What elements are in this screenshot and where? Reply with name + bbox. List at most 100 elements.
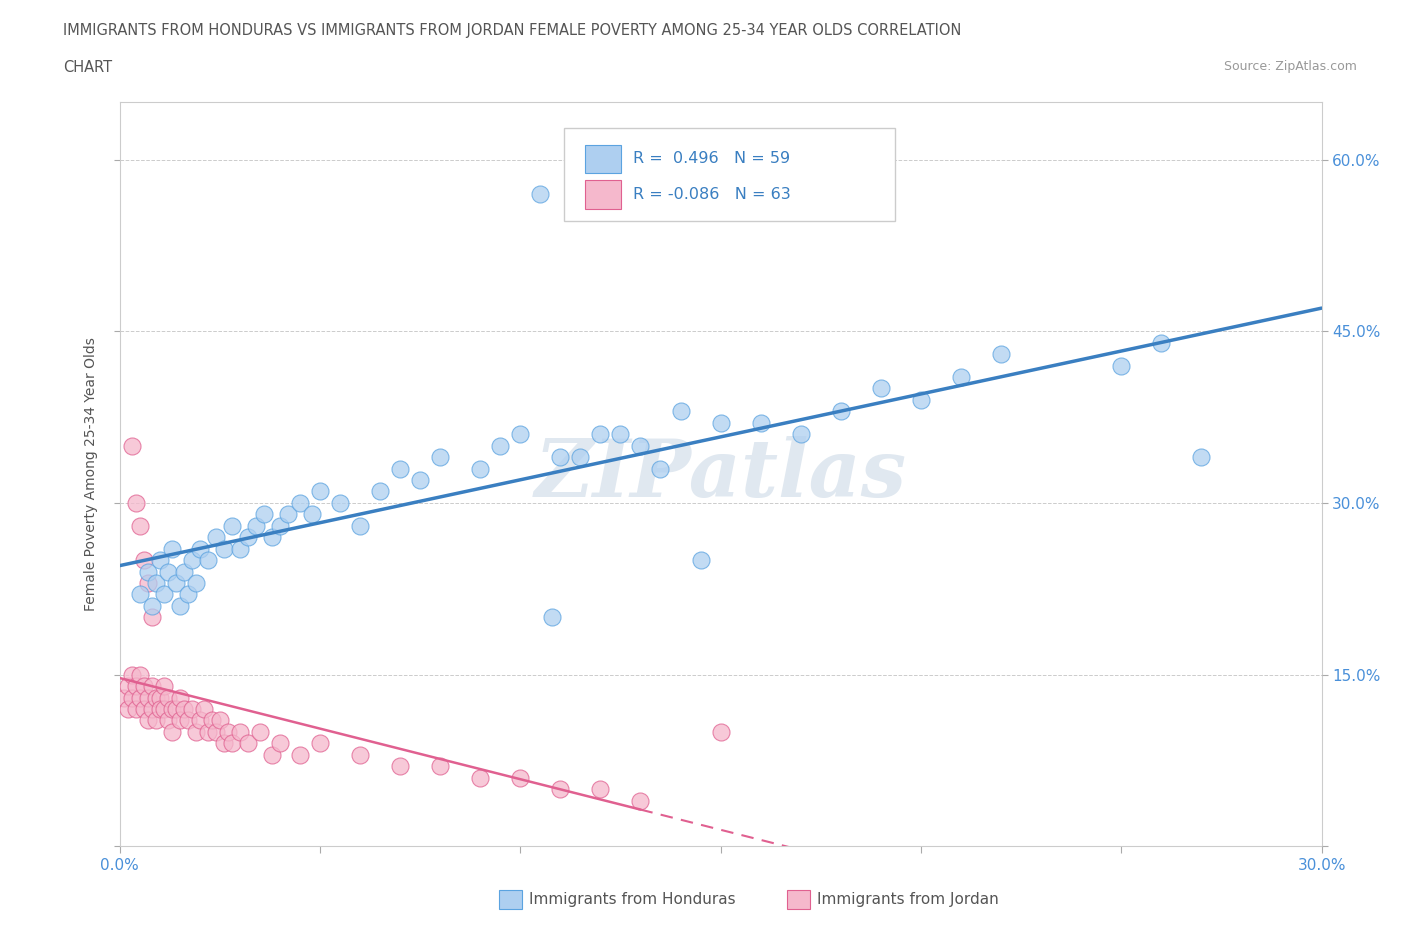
Point <box>184 576 207 591</box>
Point <box>541 610 564 625</box>
Point <box>260 530 283 545</box>
Point <box>489 438 512 453</box>
Point <box>180 552 202 567</box>
Point <box>550 781 572 796</box>
Point <box>236 736 259 751</box>
Point <box>152 587 174 602</box>
Point <box>112 690 135 705</box>
Point <box>368 484 391 498</box>
Point <box>749 416 772 431</box>
Point <box>529 186 551 201</box>
Point <box>149 701 172 716</box>
Text: Immigrants from Honduras: Immigrants from Honduras <box>529 892 735 907</box>
Point <box>117 701 139 716</box>
Point <box>468 461 492 476</box>
Point <box>630 793 652 808</box>
Point <box>201 713 224 728</box>
Point <box>1111 358 1133 373</box>
Point <box>121 690 143 705</box>
Point <box>160 701 183 716</box>
Point <box>228 724 252 739</box>
Point <box>349 518 371 533</box>
Point <box>141 610 163 625</box>
Point <box>128 690 150 705</box>
Point <box>217 724 239 739</box>
Point <box>309 736 332 751</box>
Point <box>136 565 159 579</box>
Text: ZIPatlas: ZIPatlas <box>534 435 907 513</box>
Point <box>1150 335 1173 350</box>
Point <box>160 541 183 556</box>
Point <box>117 679 139 694</box>
Point <box>689 552 711 567</box>
Text: Immigrants from Jordan: Immigrants from Jordan <box>817 892 998 907</box>
Point <box>349 748 371 763</box>
Point <box>269 736 291 751</box>
Point <box>228 541 252 556</box>
Point <box>221 518 243 533</box>
Point <box>136 713 159 728</box>
Point <box>204 530 226 545</box>
Point <box>236 530 259 545</box>
Point <box>124 701 146 716</box>
Point <box>509 770 531 785</box>
Point <box>184 724 207 739</box>
Point <box>589 427 612 442</box>
Point <box>193 701 215 716</box>
Point <box>169 690 191 705</box>
Point <box>152 679 174 694</box>
Point <box>165 701 187 716</box>
Text: CHART: CHART <box>63 60 112 75</box>
Point <box>160 724 183 739</box>
Point <box>212 541 235 556</box>
Point <box>609 427 631 442</box>
Point <box>156 565 179 579</box>
Point <box>132 552 155 567</box>
Point <box>309 484 332 498</box>
Point <box>180 701 202 716</box>
Point <box>550 450 572 465</box>
Point <box>149 552 172 567</box>
Text: IMMIGRANTS FROM HONDURAS VS IMMIGRANTS FROM JORDAN FEMALE POVERTY AMONG 25-34 YE: IMMIGRANTS FROM HONDURAS VS IMMIGRANTS F… <box>63 23 962 38</box>
Point <box>990 347 1012 362</box>
Point <box>145 576 167 591</box>
Text: R = -0.086   N = 63: R = -0.086 N = 63 <box>633 187 790 202</box>
Point <box>388 461 412 476</box>
FancyBboxPatch shape <box>585 180 621 208</box>
Point <box>212 736 235 751</box>
Point <box>145 713 167 728</box>
Point <box>429 450 451 465</box>
Point <box>468 770 492 785</box>
Point <box>121 667 143 682</box>
Point <box>569 450 592 465</box>
Point <box>156 713 179 728</box>
Point <box>830 404 852 418</box>
Point <box>152 701 174 716</box>
Point <box>173 701 195 716</box>
Point <box>245 518 267 533</box>
Point <box>409 472 432 487</box>
Point <box>910 392 932 407</box>
Point <box>869 381 893 396</box>
Point <box>173 565 195 579</box>
Point <box>141 679 163 694</box>
Point <box>669 404 692 418</box>
Point <box>169 713 191 728</box>
Y-axis label: Female Poverty Among 25-34 Year Olds: Female Poverty Among 25-34 Year Olds <box>84 338 98 611</box>
Point <box>165 576 187 591</box>
Point <box>709 724 731 739</box>
Point <box>128 667 150 682</box>
Point <box>589 781 612 796</box>
Point <box>132 679 155 694</box>
Text: Source: ZipAtlas.com: Source: ZipAtlas.com <box>1223 60 1357 73</box>
Point <box>204 724 226 739</box>
Point <box>145 690 167 705</box>
Point <box>650 461 672 476</box>
Point <box>188 713 211 728</box>
Point <box>709 416 731 431</box>
Point <box>141 701 163 716</box>
Point <box>132 701 155 716</box>
Point <box>288 748 311 763</box>
Point <box>136 690 159 705</box>
Point <box>249 724 271 739</box>
